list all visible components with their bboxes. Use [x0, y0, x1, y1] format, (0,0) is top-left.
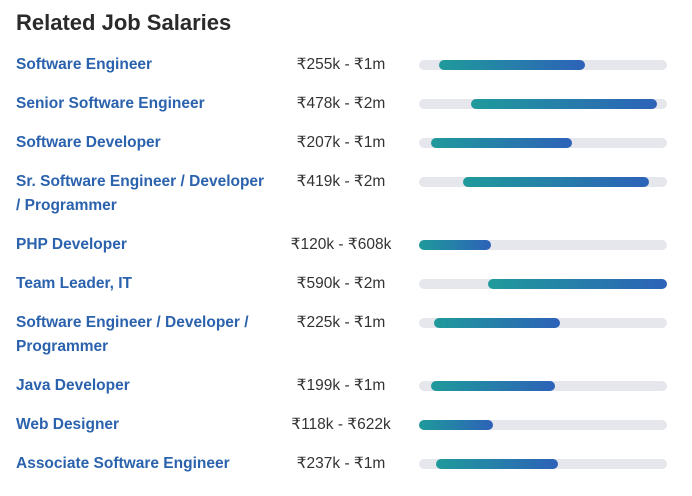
salary-range: ₹255k - ₹1m	[296, 56, 386, 73]
job-salary-row: Software Developer ₹207k - ₹1m	[16, 131, 676, 155]
salary-range: ₹225k - ₹1m	[296, 314, 386, 331]
job-title-link[interactable]: Software Developer	[16, 134, 161, 151]
salary-bar-track	[419, 99, 667, 109]
job-title-link[interactable]: Software Engineer	[16, 56, 153, 73]
job-salary-row: Software Engineer ₹255k - ₹1m	[16, 53, 676, 77]
salary-range: ₹478k - ₹2m	[296, 95, 386, 112]
job-title-link[interactable]: Associate Software Engineer	[16, 455, 230, 472]
salary-bar-fill	[419, 240, 491, 250]
salary-bar-fill	[487, 279, 667, 289]
job-salary-row: Senior Software Engineer ₹478k - ₹2m	[16, 92, 676, 116]
job-salary-row: Team Leader, IT ₹590k - ₹2m	[16, 272, 676, 296]
salary-bar-fill	[462, 177, 649, 187]
salary-bar-fill	[436, 459, 558, 469]
job-title-link[interactable]: Software Engineer / Developer / Programm…	[16, 314, 249, 355]
job-title-link[interactable]: Senior Software Engineer	[16, 95, 205, 112]
salary-range: ₹199k - ₹1m	[296, 377, 386, 394]
salary-bar-track	[419, 138, 667, 148]
job-salary-row: PHP Developer ₹120k - ₹608k	[16, 233, 676, 257]
salary-bar-fill	[471, 99, 658, 109]
salary-bar-track	[419, 177, 667, 187]
job-title-link[interactable]: PHP Developer	[16, 236, 127, 253]
job-salary-row: Sr. Software Engineer / Developer / Prog…	[16, 170, 676, 218]
salary-bar-track	[419, 459, 667, 469]
salary-bar-fill	[433, 318, 561, 328]
salary-bar-fill	[419, 420, 493, 430]
salary-range: ₹590k - ₹2m	[296, 275, 386, 292]
job-title-link[interactable]: Web Designer	[16, 416, 120, 433]
salary-bar-track	[419, 279, 667, 289]
salary-bar-track	[419, 240, 667, 250]
salary-range: ₹207k - ₹1m	[296, 134, 386, 151]
section-heading: Related Job Salaries	[16, 10, 232, 35]
job-salary-list: Software Engineer ₹255k - ₹1m Senior Softw…	[16, 53, 676, 491]
salary-bar-track	[419, 381, 667, 391]
salary-bar-fill	[430, 381, 555, 391]
job-title-link[interactable]: Sr. Software Engineer / Developer / Prog…	[16, 173, 265, 214]
job-title-link[interactable]: Team Leader, IT	[16, 275, 133, 292]
job-salary-row: Software Engineer / Developer / Programm…	[16, 311, 676, 359]
job-salary-row: Java Developer ₹199k - ₹1m	[16, 374, 676, 398]
salary-bar-fill	[430, 138, 572, 148]
salary-bar-track	[419, 420, 667, 430]
salary-bar-track	[419, 60, 667, 70]
salary-range: ₹419k - ₹2m	[296, 173, 386, 190]
job-salary-row: Web Designer ₹118k - ₹622k	[16, 413, 676, 437]
salary-bar-track	[419, 318, 667, 328]
job-salary-row: Associate Software Engineer ₹237k - ₹1m	[16, 452, 676, 476]
salary-range: ₹118k - ₹622k	[291, 416, 391, 433]
salary-range: ₹120k - ₹608k	[290, 236, 392, 253]
salary-range: ₹237k - ₹1m	[296, 455, 386, 472]
salary-bar-fill	[439, 60, 585, 70]
job-title-link[interactable]: Java Developer	[16, 377, 130, 394]
